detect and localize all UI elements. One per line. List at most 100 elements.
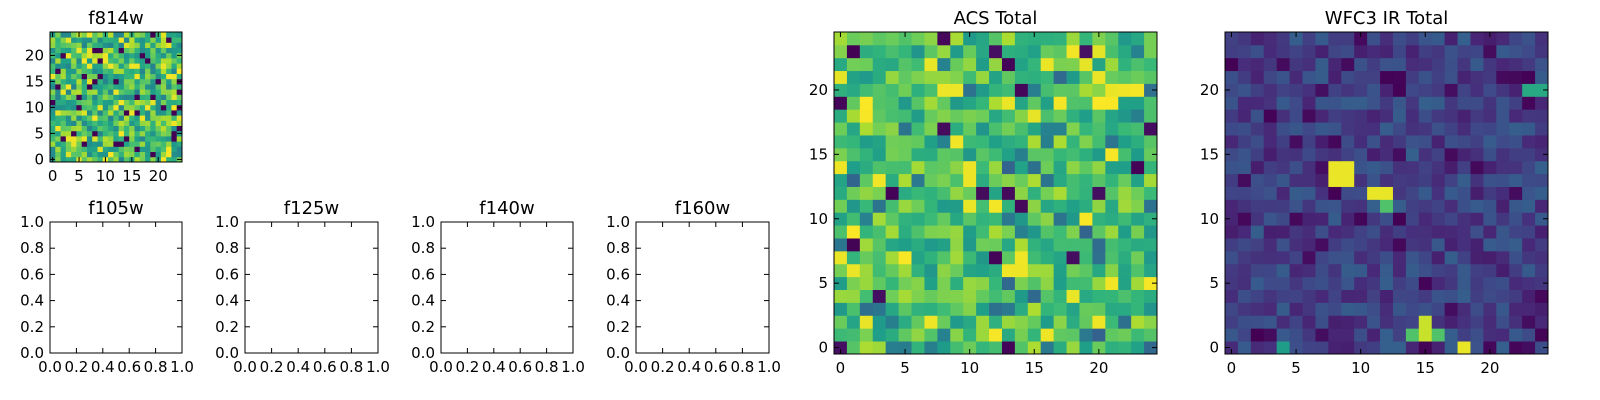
heatmap-cell — [102, 68, 109, 74]
heatmap-cell — [92, 89, 98, 95]
heatmap-cell — [1509, 289, 1523, 303]
heatmap-cell — [1001, 315, 1016, 329]
heatmap-cell — [166, 115, 172, 121]
heatmap-cell — [1014, 160, 1029, 175]
heatmap-cell — [1027, 186, 1042, 200]
heatmap-cell — [1079, 302, 1093, 316]
heatmap-cell — [171, 89, 178, 95]
heatmap-cell — [81, 89, 88, 95]
y-tick-label: 1.0 — [20, 213, 44, 231]
heatmap-cell — [176, 84, 183, 90]
heatmap-cell — [1040, 122, 1055, 136]
heatmap-cell — [1457, 341, 1471, 355]
heatmap-cell — [113, 130, 120, 137]
x-tick-label: 0.2 — [455, 358, 479, 376]
heatmap-cell — [1496, 96, 1510, 110]
heatmap-cell — [834, 263, 848, 278]
heatmap-cell — [71, 58, 77, 64]
heatmap-cell — [924, 289, 938, 303]
heatmap-cell — [859, 122, 874, 136]
heatmap-cell — [118, 73, 125, 80]
heatmap-cell — [963, 135, 977, 149]
heatmap-cell — [102, 146, 109, 152]
heatmap-cell — [65, 146, 72, 152]
heatmap-cell — [113, 78, 120, 85]
heatmap-cell — [108, 52, 114, 59]
heatmap-cell — [1250, 302, 1265, 316]
heatmap-cell — [885, 109, 899, 123]
heatmap-cell — [1457, 328, 1471, 342]
heatmap-cell — [1001, 83, 1016, 97]
heatmap-cell — [1431, 186, 1446, 200]
heatmap-cell — [872, 302, 887, 316]
heatmap-cell — [1341, 57, 1355, 72]
heatmap-cell — [71, 42, 77, 48]
heatmap-cell — [71, 94, 77, 100]
heatmap-cell — [937, 122, 951, 136]
heatmap-cell — [1380, 263, 1394, 278]
heatmap-cell — [1392, 276, 1407, 290]
heatmap-cell — [76, 78, 83, 85]
heatmap-cell — [1483, 302, 1497, 316]
heatmap-cell — [86, 42, 93, 48]
heatmap-cell — [97, 89, 104, 95]
heatmap-cell — [911, 109, 925, 123]
heatmap-cell — [859, 57, 874, 72]
heatmap-cell — [950, 160, 964, 175]
heatmap-cell — [1367, 263, 1381, 278]
heatmap-cell — [1144, 302, 1158, 316]
y-tick-label: 10 — [1200, 210, 1219, 228]
heatmap-cell — [1405, 199, 1420, 213]
heatmap-cell — [1444, 147, 1458, 162]
heatmap-cell — [950, 44, 964, 59]
heatmap-cell — [1001, 122, 1016, 136]
heatmap-cell — [1105, 70, 1119, 84]
heatmap-cell — [1105, 199, 1119, 213]
heatmap-cell — [885, 32, 899, 46]
heatmap-cell — [989, 44, 1003, 59]
heatmap-cell — [1457, 57, 1471, 72]
heatmap-cell — [1418, 96, 1433, 110]
heatmap-cell — [1250, 238, 1265, 252]
heatmap-cell — [1131, 341, 1145, 355]
heatmap-cell — [911, 263, 925, 278]
heatmap-cell — [834, 147, 848, 162]
heatmap-cell — [859, 263, 874, 278]
heatmap-cell — [1380, 135, 1394, 149]
heatmap-cell — [1470, 70, 1484, 84]
heatmap-cell — [55, 63, 61, 69]
heatmap-cell — [1276, 238, 1290, 252]
heatmap-cell — [166, 104, 172, 111]
heatmap-cell — [134, 73, 141, 80]
heatmap-cell — [1040, 250, 1055, 265]
heatmap-cell — [1144, 341, 1158, 355]
x-tick-label: 10 — [1351, 359, 1370, 377]
y-tick-label: 0.6 — [20, 265, 44, 283]
axes-frame-acs-total — [833, 31, 1158, 355]
heatmap-cell — [108, 151, 114, 158]
heatmap-cell — [65, 125, 72, 132]
heatmap-cell — [911, 199, 925, 213]
heatmap-cell — [129, 84, 135, 90]
heatmap-cell — [846, 212, 861, 226]
heatmap-cell — [118, 32, 125, 38]
heatmap-cell — [1079, 238, 1093, 252]
heatmap-cell — [129, 104, 135, 111]
heatmap-cell — [1522, 315, 1536, 329]
heatmap-cell — [55, 125, 61, 132]
heatmap-cell — [1535, 96, 1549, 110]
heatmap-cell — [102, 42, 109, 48]
heatmap-cell — [1328, 70, 1342, 84]
heatmap-cell — [1053, 32, 1067, 46]
heatmap-cell — [92, 115, 98, 121]
heatmap-cell — [1027, 263, 1042, 278]
heatmap-cell — [1444, 328, 1458, 342]
heatmap-cell — [834, 212, 848, 226]
heatmap-cells-f814w — [50, 32, 183, 163]
heatmap-cell — [937, 263, 951, 278]
heatmap-cell — [129, 125, 135, 132]
heatmap-cell — [1040, 135, 1055, 149]
heatmap-cell — [129, 130, 135, 137]
heatmap-cell — [1014, 147, 1029, 162]
heatmap-cell — [1328, 109, 1342, 123]
